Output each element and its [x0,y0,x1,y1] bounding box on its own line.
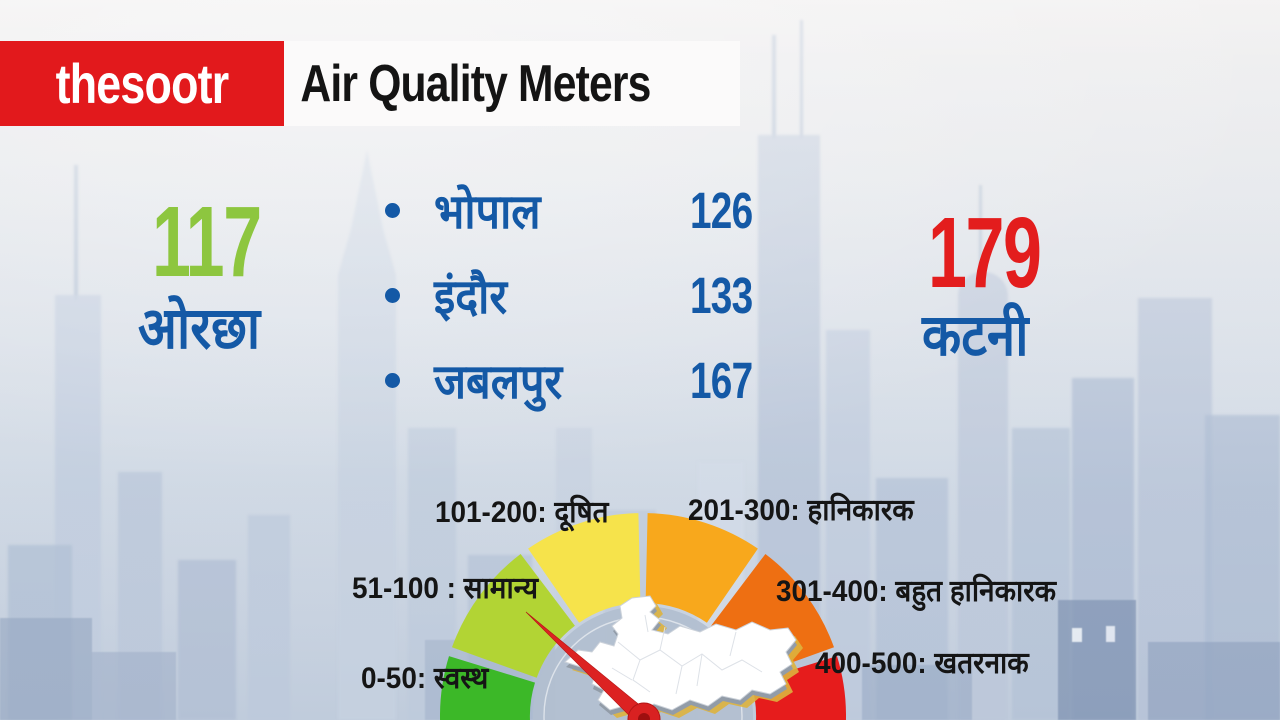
gauge-label-101-200: 101-200: दूषित [435,496,609,529]
bullet-icon [385,372,400,388]
city-name: जबलपुर [434,355,563,409]
city-name-katni: कटनी [922,303,1029,368]
aqi-value-orchha: 117 [152,186,262,298]
gauge-label-201-300: 201-300: हानिकारक [688,494,914,527]
list-item: जबलपुर 167 [385,351,772,409]
gauge-label-0-50: 0-50: स्वस्थ [361,662,489,695]
city-name: भोपाल [434,185,541,239]
list-item: इंदौर 133 [385,266,772,324]
city-name: इंदौर [434,270,508,324]
gauge-label-301-400: 301-400: बहुत हानिकारक [776,575,1057,608]
city-aqi-value: 133 [690,266,753,324]
city-aqi-value: 167 [690,351,753,409]
bullet-icon [385,202,400,218]
city-aqi-value: 126 [690,181,753,239]
brand-logo-text: thesootr [55,52,230,115]
gauge-label-400-500: 400-500: खतरनाक [815,647,1029,680]
city-name-orchha: ओरछा [138,296,261,361]
brand-logo-box: thesootr [0,41,284,126]
aqi-value-katni: 179 [928,197,1042,309]
gauge-label-51-100: 51-100 : सामान्य [352,572,539,605]
city-aqi-list: भोपाल 126 इंदौर 133 जबलपुर 167 [385,181,772,409]
bullet-icon [385,287,400,303]
page-title: Air Quality Meters [300,54,651,113]
title-box: Air Quality Meters [284,41,740,126]
list-item: भोपाल 126 [385,181,772,239]
